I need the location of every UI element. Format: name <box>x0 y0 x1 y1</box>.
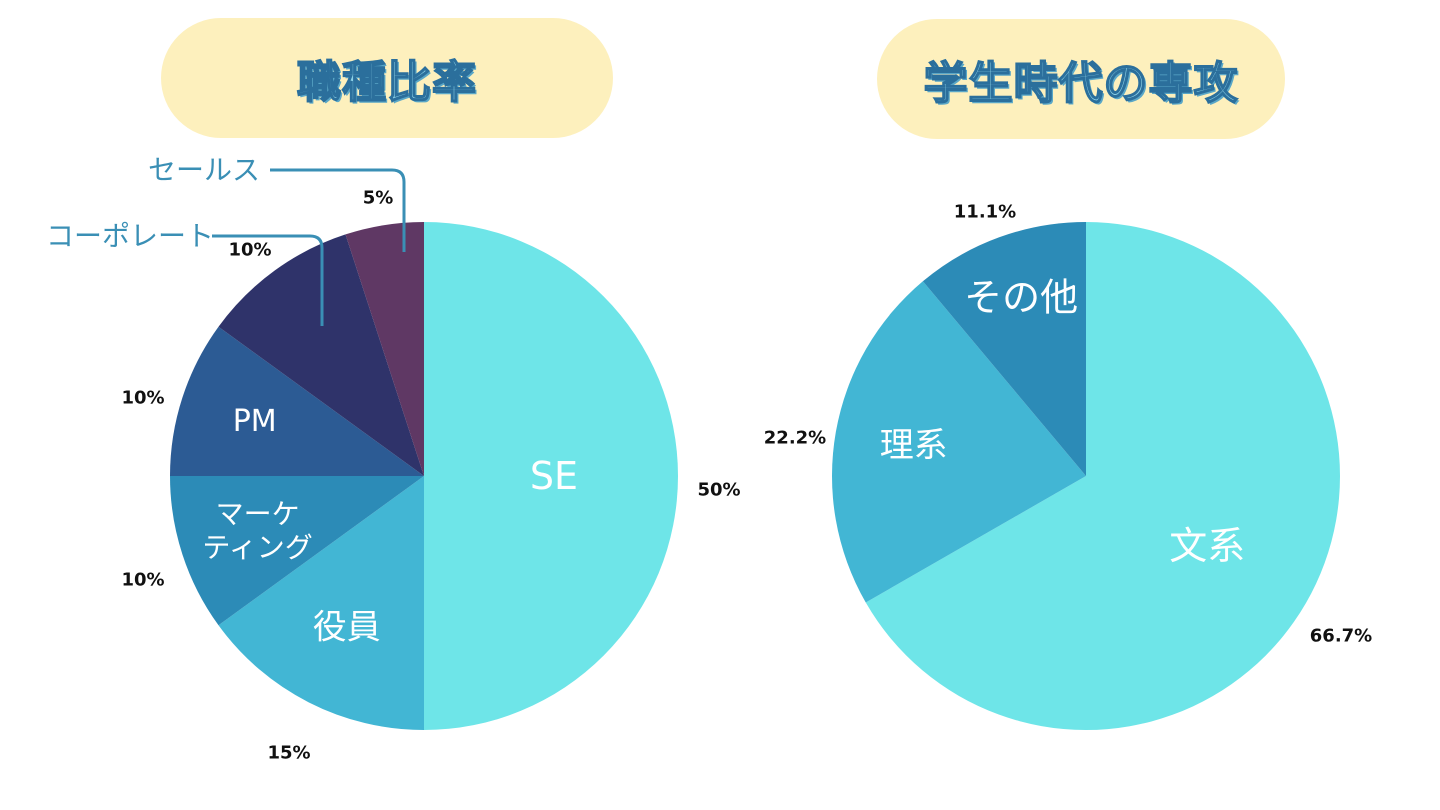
pie-slice <box>922 222 1086 476</box>
slice-percent-label: 5% <box>363 188 394 209</box>
callout-label: コーポレート <box>46 220 214 253</box>
pie-slice <box>170 476 424 626</box>
chart-1-title: 職種比率 <box>296 56 477 109</box>
pie-slice <box>218 476 424 730</box>
pie-slice <box>218 234 424 476</box>
slice-label: マーケティング <box>202 497 312 564</box>
callout-line <box>212 234 324 326</box>
slice-percent-label: 10% <box>121 388 164 409</box>
pie-chart-majors: 文系 66.7% 理系 22.2% その他 11.1% <box>764 202 1372 730</box>
slice-percent-label: 66.7% <box>1310 626 1372 647</box>
slice-label: PM <box>233 404 277 439</box>
pie-slice <box>831 281 1086 603</box>
pie-chart-job-types: SE 50% 役員 15% マーケティング 10% PM 10% 10% 5% <box>121 188 740 764</box>
chart-2-title-pill: 学生時代の専攻 <box>877 19 1285 139</box>
slice-label: その他 <box>964 275 1078 319</box>
slice-label: 理系 <box>880 425 948 465</box>
pie-slice <box>865 222 1340 730</box>
slice-percent-label: 15% <box>267 743 310 764</box>
pie-slice <box>345 222 424 476</box>
slice-label: SE <box>530 454 578 498</box>
pie-slice <box>170 326 424 476</box>
callout-label: セールス <box>148 154 260 187</box>
callout-line <box>270 168 406 252</box>
slice-percent-label: 11.1% <box>954 202 1016 223</box>
slice-percent-label: 22.2% <box>764 428 826 449</box>
chart-2-title: 学生時代の専攻 <box>923 57 1239 110</box>
pie-slice <box>424 222 678 730</box>
slice-percent-label: 50% <box>697 480 740 501</box>
chart-1-title-pill: 職種比率 <box>161 18 613 138</box>
slice-label: 文系 <box>1169 524 1245 568</box>
slice-percent-label: 10% <box>121 570 164 591</box>
slice-label: 役員 <box>313 608 381 648</box>
slice-percent-label: 10% <box>228 240 271 261</box>
